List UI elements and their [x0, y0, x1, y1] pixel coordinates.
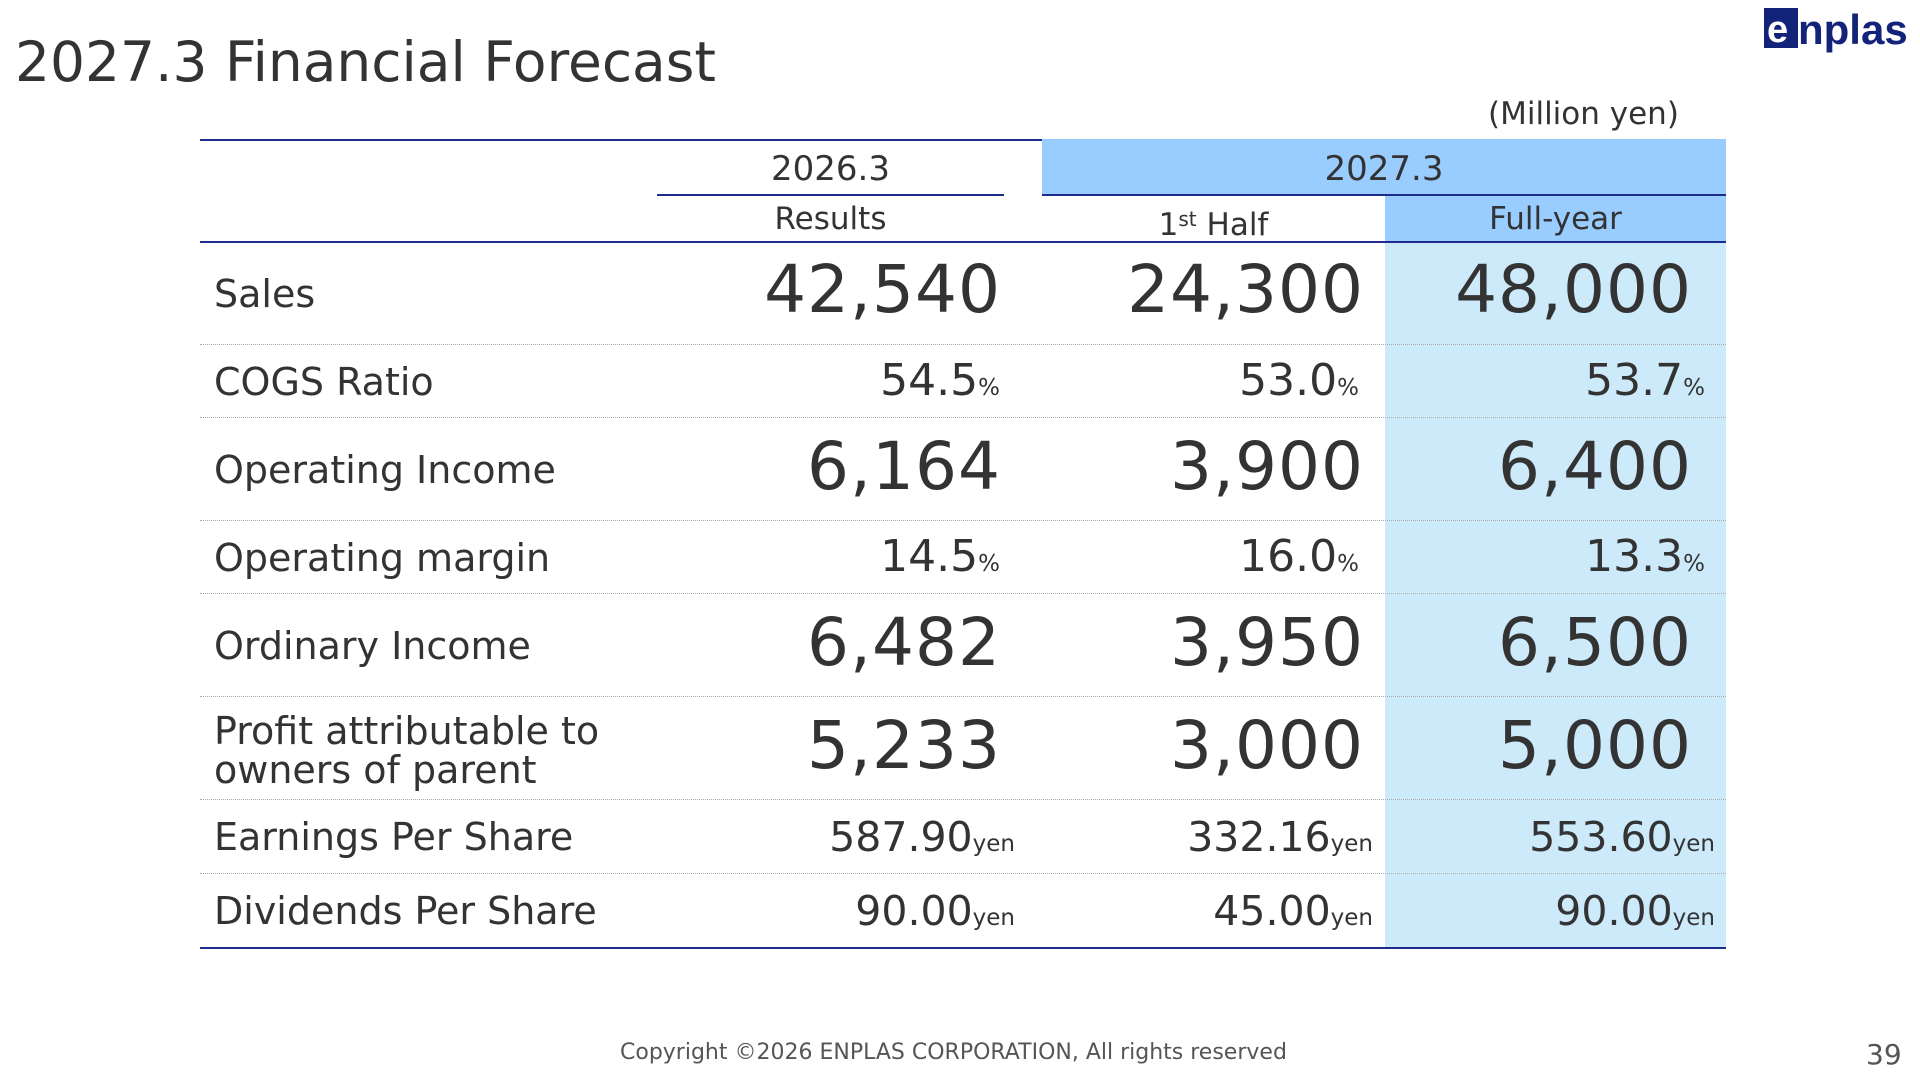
row-divider — [200, 417, 1726, 418]
operating-income-first-half: 3,900 — [1170, 428, 1364, 505]
dps-results: 90.00yen — [855, 887, 1015, 935]
sales-full-year: 48,000 — [1455, 251, 1692, 328]
row-label-line1: Profit attributable to — [214, 709, 600, 753]
row-label: Dividends Per Share — [214, 889, 597, 933]
operating-margin-full-year: 13.3% — [1585, 531, 1705, 582]
operating-margin-first-half: 16.0% — [1239, 531, 1359, 582]
dps-first-half: 45.00yen — [1213, 887, 1373, 935]
header-full-year: Full-year — [1385, 196, 1726, 242]
header-2026-3: 2026.3 — [771, 149, 890, 189]
table-row-sales: Sales 42,540 24,300 48,000 — [200, 243, 1726, 344]
operating-income-full-year: 6,400 — [1498, 428, 1692, 505]
enplas-logo: e nplas — [1764, 6, 1908, 53]
row-label: COGS Ratio — [214, 360, 434, 404]
row-label: Operating Income — [214, 448, 556, 492]
table-row-operating-income: Operating Income 6,164 3,900 6,400 — [200, 418, 1726, 520]
table-row-operating-margin: Operating margin 14.5% 16.0% 13.3% — [200, 521, 1726, 593]
table-row-ordinary-income: Ordinary Income 6,482 3,950 6,500 — [200, 594, 1726, 696]
table-bottom-rule — [200, 947, 1726, 949]
table-row-profit-attributable: Profit attributable to owners of parent … — [200, 697, 1726, 799]
sales-first-half: 24,300 — [1127, 251, 1364, 328]
page-number: 39 — [1866, 1038, 1902, 1071]
header-2027-3: 2027.3 — [1042, 139, 1726, 196]
header-bottom-rule — [200, 241, 1726, 243]
row-divider — [200, 799, 1726, 800]
svg-text:e: e — [1767, 9, 1788, 51]
full-year-highlight — [1385, 243, 1726, 949]
header-2027-underline — [1042, 194, 1726, 196]
table-row-cogs-ratio: COGS Ratio 54.5% 53.0% 53.7% — [200, 345, 1726, 417]
table-row-dividends-per-share: Dividends Per Share 90.00yen 45.00yen 90… — [200, 874, 1726, 947]
ordinary-income-first-half: 3,950 — [1170, 604, 1364, 681]
dps-full-year: 90.00yen — [1555, 887, 1715, 935]
copyright-footer: Copyright ©2026 ENPLAS CORPORATION, All … — [620, 1040, 1287, 1065]
ordinary-income-full-year: 6,500 — [1498, 604, 1692, 681]
unit-label: (Million yen) — [1488, 96, 1679, 132]
table-top-rule — [200, 139, 1726, 141]
row-divider — [200, 873, 1726, 874]
row-label-line2: owners of parent — [214, 748, 537, 792]
profit-first-half: 3,000 — [1170, 707, 1364, 784]
row-divider — [200, 344, 1726, 345]
ordinary-income-results: 6,482 — [807, 604, 1001, 681]
row-label: Earnings Per Share — [214, 815, 574, 859]
profit-full-year: 5,000 — [1498, 707, 1692, 784]
cogs-full-year: 53.7% — [1585, 355, 1705, 406]
eps-results: 587.90yen — [829, 813, 1015, 861]
page-title: 2027.3 Financial Forecast — [15, 30, 716, 94]
svg-text:nplas: nplas — [1798, 6, 1908, 53]
cogs-first-half: 53.0% — [1239, 355, 1359, 406]
forecast-table: 2027.3 Full-year 2026.3 Results 1st Half… — [200, 139, 1726, 949]
row-label: Ordinary Income — [214, 624, 531, 668]
eps-first-half: 332.16yen — [1187, 813, 1373, 861]
operating-income-results: 6,164 — [807, 428, 1001, 505]
row-divider — [200, 520, 1726, 521]
cogs-results: 54.5% — [880, 355, 1000, 406]
sales-results: 42,540 — [764, 251, 1001, 328]
header-2026-underline — [657, 194, 1004, 196]
operating-margin-results: 14.5% — [880, 531, 1000, 582]
row-label: Sales — [214, 272, 316, 316]
header-first-half: 1st Half — [1158, 207, 1269, 243]
row-divider — [200, 593, 1726, 594]
table-row-earnings-per-share: Earnings Per Share 587.90yen 332.16yen 5… — [200, 800, 1726, 873]
eps-full-year: 553.60yen — [1529, 813, 1715, 861]
row-divider — [200, 696, 1726, 697]
row-label: Operating margin — [214, 536, 551, 580]
profit-results: 5,233 — [807, 707, 1001, 784]
header-results: Results — [774, 201, 887, 237]
